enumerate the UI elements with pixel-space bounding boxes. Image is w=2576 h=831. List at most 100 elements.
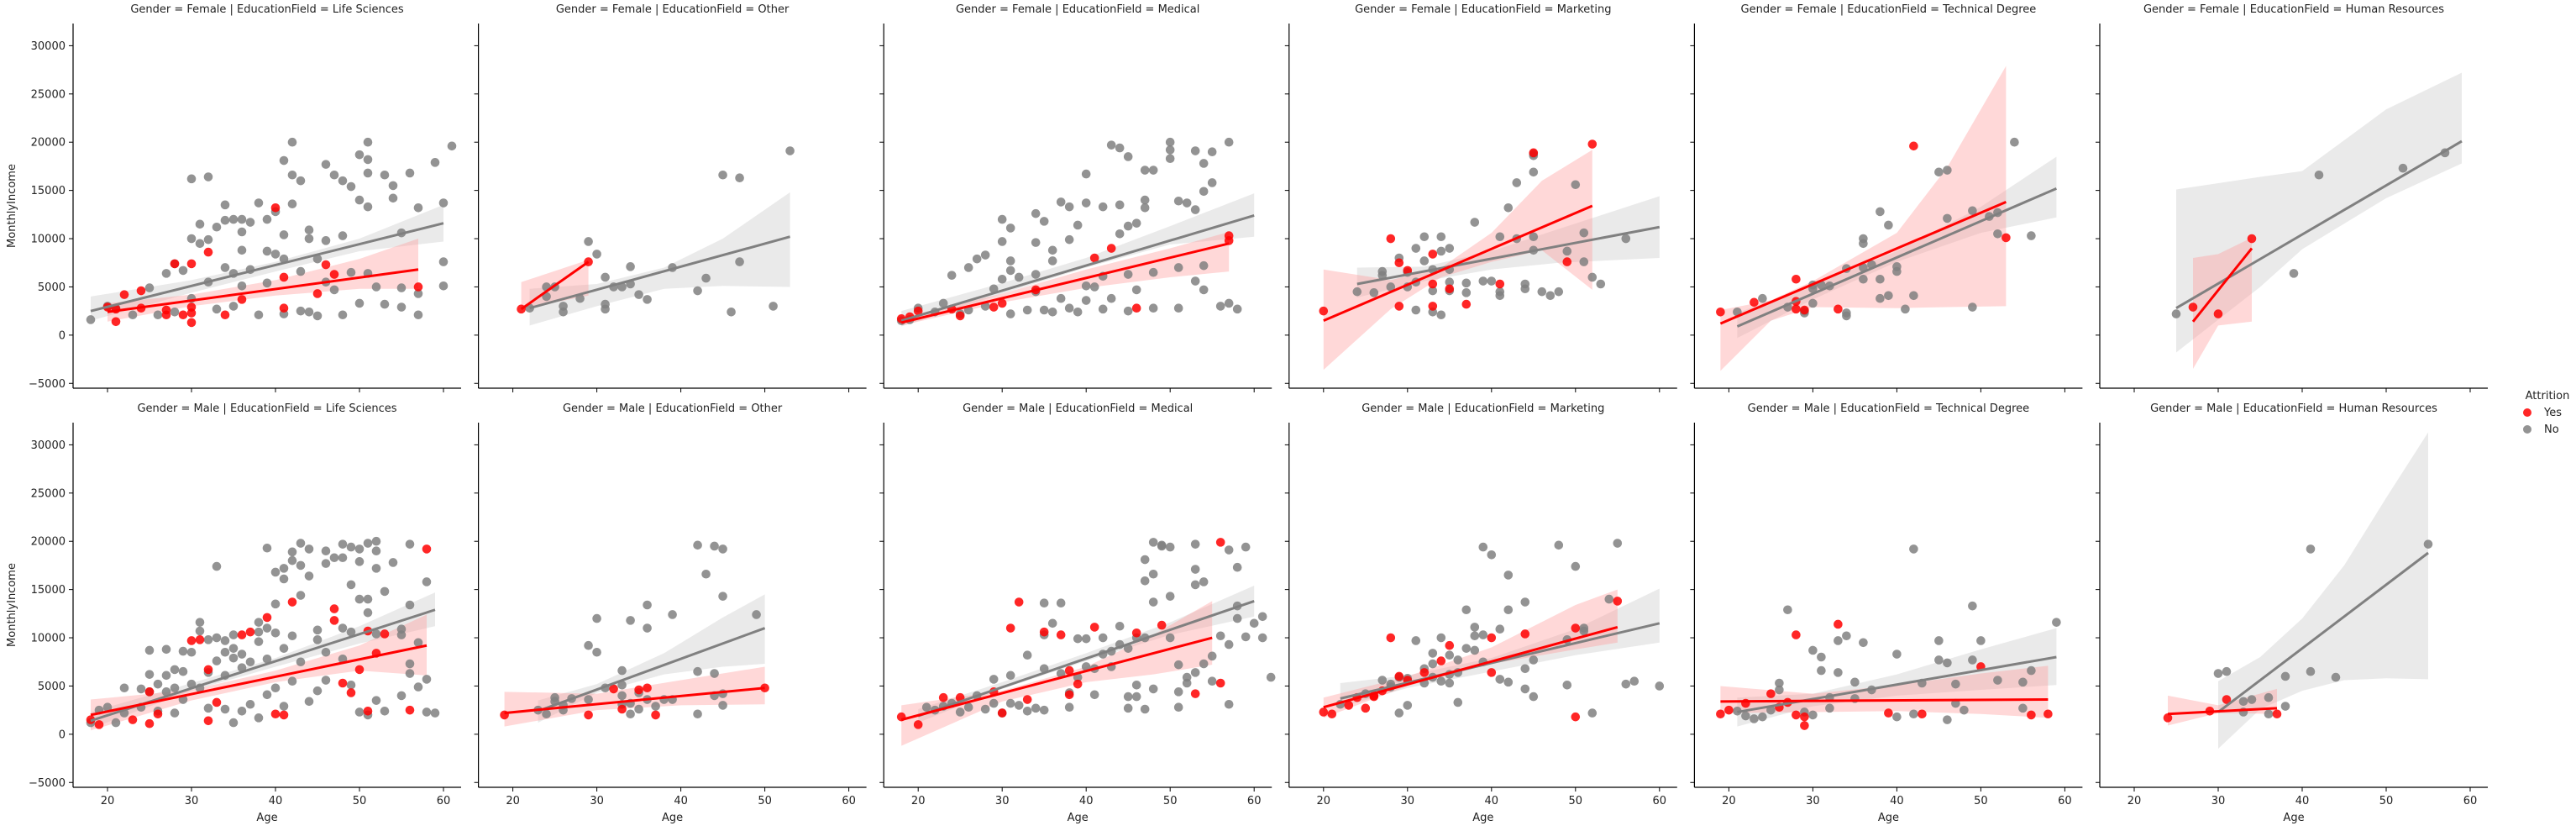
data-point-no [296,591,306,600]
data-point-no [1199,285,1209,295]
data-point-yes [1327,709,1337,719]
data-point-no [1165,592,1175,601]
data-point-no [321,236,331,245]
data-point-no [1520,597,1530,607]
data-point-no [270,628,281,638]
data-point-no [1808,298,1818,308]
data-point-no [769,302,778,311]
data-point-yes [1800,721,1809,730]
data-point-no [220,263,230,272]
data-point-no [1199,187,1209,197]
data-point-no [1106,293,1116,303]
data-point-no [195,618,205,627]
data-point-no [380,299,390,309]
data-point-yes [186,318,197,328]
x-tick-label: 20 [911,795,926,807]
data-point-no [1621,234,1631,244]
data-point-no [1428,659,1438,669]
data-point-no [1031,208,1041,218]
data-point-no [304,544,314,554]
data-point-no [1461,278,1472,288]
data-point-yes [1039,627,1049,637]
data-point-yes [1520,629,1530,639]
data-point-no [153,310,163,320]
data-point-no [1073,220,1083,230]
data-point-no [1005,698,1015,708]
data-point-no [1909,291,1918,301]
data-point-yes [2247,234,2257,244]
data-point-no [279,230,289,239]
data-point-no [1470,631,1480,641]
data-point-no [1098,202,1108,212]
data-point-no [592,647,601,657]
x-tick-label: 30 [590,795,604,807]
data-point-no [220,200,230,210]
data-point-no [542,709,551,719]
x-tick-label: 40 [2295,795,2310,807]
data-point-yes [997,298,1007,308]
x-axis-label: Age [256,812,277,824]
regression-line-no [1737,655,2057,713]
data-point-no [321,546,331,556]
data-point-no [338,539,348,549]
panel-title: Gender = Female | EducationField = Medic… [956,3,1199,16]
regression-line-yes [900,242,1230,324]
data-point-no [178,646,188,656]
data-point-yes [2188,302,2198,312]
data-point-yes [128,715,138,724]
data-point-no [1224,699,1234,709]
data-point-no [1207,178,1217,187]
x-tick-label: 40 [269,795,283,807]
data-point-yes [1056,630,1066,639]
data-point-no [1148,303,1158,313]
data-point-no [363,155,373,165]
data-point-no [1419,256,1430,266]
data-point-no [1943,213,1952,224]
data-point-no [363,607,373,618]
data-point-no [997,274,1007,284]
data-point-no [1909,709,1918,719]
data-point-yes [1386,234,1396,244]
data-point-no [1892,266,1902,276]
data-point-no [422,675,432,684]
data-point-no [287,137,297,147]
data-point-yes [186,636,197,645]
data-point-no [1817,652,1826,662]
data-point-no [1056,293,1066,303]
data-point-no [785,146,795,155]
data-point-yes [1766,689,1776,698]
data-point-no [980,704,990,714]
y-tick-label: 20000 [31,137,66,150]
data-point-no [1604,594,1614,604]
data-point-no [279,644,289,653]
data-point-yes [237,295,247,304]
data-point-no [1224,639,1234,650]
data-point-no [617,680,627,690]
data-point-no [1884,291,1893,301]
data-point-no [170,683,180,693]
data-point-yes [170,259,180,269]
data-point-no [128,310,138,320]
data-point-no [584,695,593,704]
x-tick-label: 30 [185,795,199,807]
data-point-no [1825,703,1834,713]
data-point-no [1495,675,1505,684]
data-point-no [2314,170,2324,180]
y-tick-label: 15000 [31,584,66,597]
data-point-no [2171,309,2181,318]
x-tick-label: 60 [2058,795,2072,807]
data-point-no [1039,598,1049,608]
data-point-no [212,656,222,665]
data-point-no [380,706,390,716]
data-point-no [1411,305,1421,315]
data-point-no [186,234,197,244]
data-point-no [1951,679,1960,689]
data-point-no [972,254,982,264]
data-point-yes [1319,707,1329,717]
data-point-no [1750,714,1759,723]
data-point-no [1943,715,1952,724]
data-point-yes [989,302,999,312]
data-point-no [584,237,593,246]
x-tick-label: 50 [1163,795,1178,807]
data-point-no [1968,601,1977,611]
